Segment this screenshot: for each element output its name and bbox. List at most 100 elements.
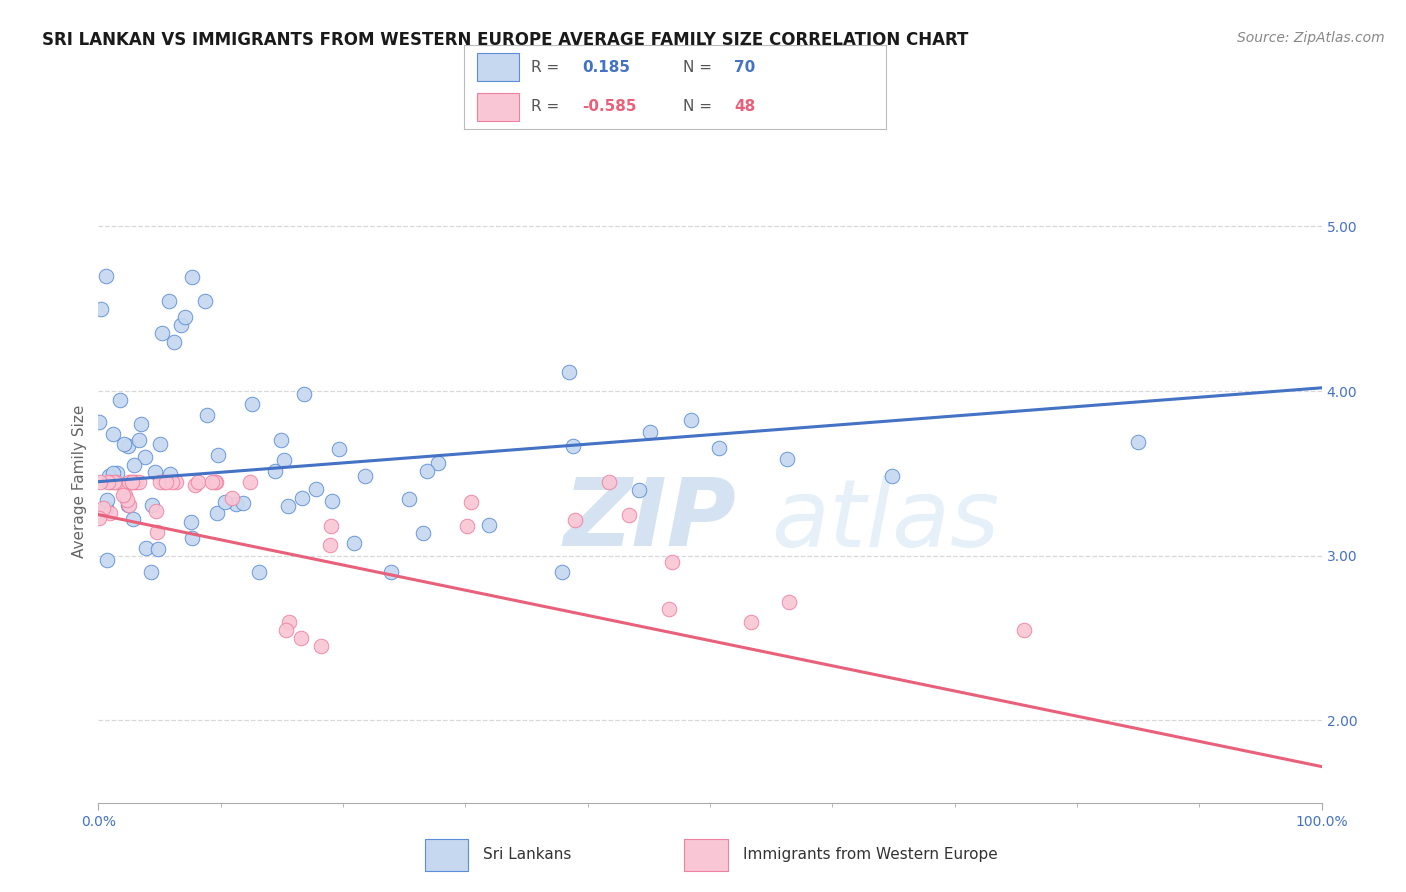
- Point: [628, 483, 651, 497]
- Point: [162, 475, 184, 489]
- Point: [239, 475, 262, 489]
- Point: [96, 475, 118, 489]
- Point: [181, 270, 204, 285]
- Point: [412, 525, 434, 540]
- Point: [416, 464, 439, 478]
- Point: [149, 475, 172, 489]
- Point: [880, 469, 903, 483]
- Point: [1012, 623, 1035, 637]
- Point: [150, 326, 173, 341]
- Point: [707, 441, 730, 455]
- Point: [319, 519, 342, 533]
- Point: [187, 475, 209, 489]
- Point: [141, 498, 163, 512]
- Point: [128, 475, 150, 489]
- Point: [89, 511, 111, 525]
- Point: [135, 541, 157, 556]
- Text: SRI LANKAN VS IMMIGRANTS FROM WESTERN EUROPE AVERAGE FAMILY SIZE CORRELATION CHA: SRI LANKAN VS IMMIGRANTS FROM WESTERN EU…: [42, 31, 969, 49]
- Point: [163, 334, 186, 349]
- Point: [619, 508, 641, 522]
- Point: [122, 458, 145, 473]
- Point: [557, 365, 579, 379]
- Point: [129, 417, 152, 431]
- Point: [91, 500, 114, 515]
- Point: [96, 492, 118, 507]
- Point: [121, 475, 143, 489]
- Point: [277, 499, 299, 513]
- Point: [139, 566, 162, 580]
- Point: [97, 469, 120, 483]
- Point: [125, 475, 148, 489]
- Point: [778, 595, 800, 609]
- Text: N =: N =: [683, 60, 713, 75]
- Point: [294, 387, 316, 401]
- Text: 48: 48: [734, 98, 755, 113]
- Point: [114, 487, 136, 501]
- Point: [319, 538, 342, 552]
- Point: [661, 555, 683, 569]
- Point: [290, 631, 312, 645]
- Point: [122, 512, 145, 526]
- Point: [98, 475, 121, 489]
- Point: [263, 464, 285, 478]
- Text: Immigrants from Western Europe: Immigrants from Western Europe: [744, 847, 998, 862]
- Point: [134, 450, 156, 464]
- Point: [274, 623, 297, 637]
- Text: R =: R =: [531, 60, 560, 75]
- Point: [105, 467, 128, 481]
- Point: [146, 524, 169, 539]
- Point: [343, 536, 366, 550]
- Text: Sri Lankans: Sri Lankans: [484, 847, 572, 862]
- Point: [214, 495, 236, 509]
- Point: [165, 475, 187, 489]
- FancyBboxPatch shape: [477, 54, 519, 81]
- Point: [103, 475, 125, 489]
- Point: [90, 301, 112, 316]
- Point: [94, 268, 117, 283]
- Point: [155, 475, 177, 489]
- Point: [89, 415, 111, 429]
- Point: [353, 469, 375, 483]
- Point: [146, 541, 169, 556]
- Point: [170, 318, 193, 333]
- Point: [105, 475, 128, 489]
- Point: [205, 506, 228, 520]
- Text: N =: N =: [683, 98, 713, 113]
- Text: Source: ZipAtlas.com: Source: ZipAtlas.com: [1237, 31, 1385, 45]
- Point: [159, 467, 181, 482]
- Point: [94, 501, 117, 516]
- Point: [232, 496, 254, 510]
- Text: 70: 70: [734, 60, 755, 75]
- Point: [143, 465, 166, 479]
- Point: [96, 553, 118, 567]
- FancyBboxPatch shape: [477, 93, 519, 120]
- Point: [304, 483, 326, 497]
- Point: [145, 504, 167, 518]
- Point: [638, 425, 661, 439]
- Point: [398, 491, 420, 506]
- Point: [658, 602, 681, 616]
- Point: [273, 452, 295, 467]
- Point: [309, 640, 332, 654]
- Point: [551, 566, 574, 580]
- Point: [598, 475, 620, 489]
- Point: [561, 439, 583, 453]
- Point: [128, 434, 150, 448]
- Point: [101, 467, 124, 481]
- Text: -0.585: -0.585: [582, 98, 637, 113]
- Point: [181, 531, 204, 545]
- Point: [277, 615, 299, 629]
- Point: [679, 413, 702, 427]
- Point: [120, 475, 142, 489]
- Point: [117, 498, 139, 512]
- Point: [225, 498, 247, 512]
- Point: [247, 566, 270, 580]
- Point: [194, 293, 217, 308]
- Point: [117, 439, 139, 453]
- Point: [456, 519, 478, 533]
- Point: [153, 475, 176, 489]
- Text: ZIP: ZIP: [564, 475, 737, 566]
- Point: [321, 493, 343, 508]
- Point: [242, 397, 264, 411]
- FancyBboxPatch shape: [425, 839, 468, 871]
